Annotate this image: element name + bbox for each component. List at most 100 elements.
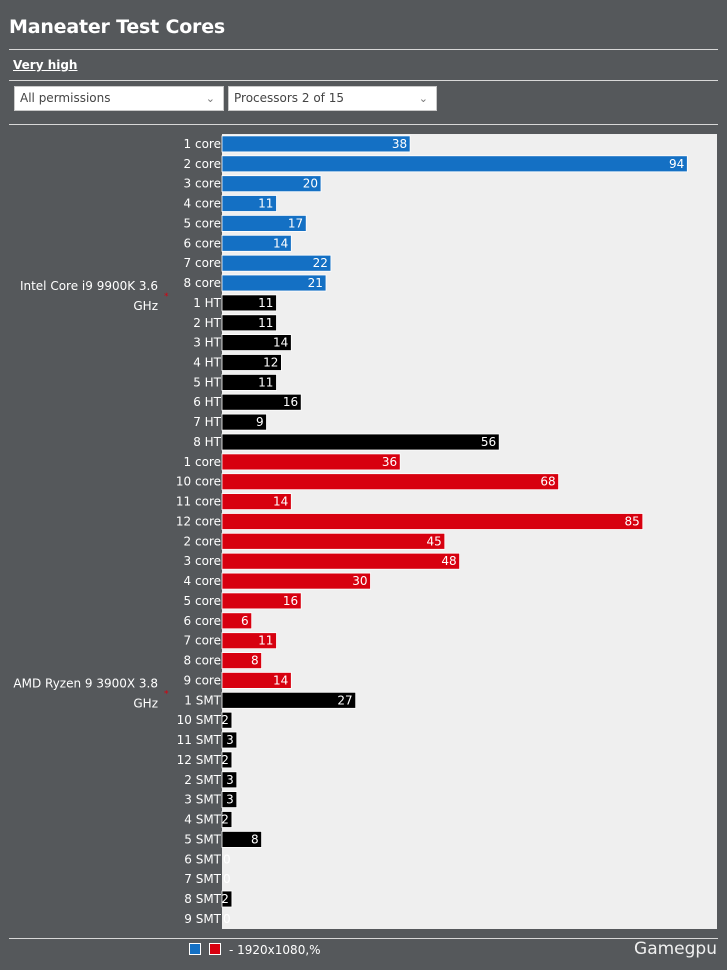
category-label: 9 SMT <box>184 912 221 926</box>
chevron-down-icon: ⌄ <box>418 92 428 105</box>
data-label: 14 <box>273 336 288 350</box>
category-label: 7 SMT <box>184 872 221 886</box>
bar <box>221 195 277 212</box>
data-label: 2 <box>221 753 229 767</box>
data-label: 3 <box>226 793 234 807</box>
data-label: 11 <box>258 634 273 648</box>
category-label: 10 SMT <box>177 713 222 727</box>
data-label: 9 <box>256 415 264 429</box>
data-label: 48 <box>441 554 456 568</box>
data-label: 38 <box>392 137 407 151</box>
category-label: 3 core <box>184 177 221 191</box>
bar <box>221 314 277 332</box>
bar <box>221 473 560 491</box>
data-label: 36 <box>382 455 397 469</box>
category-label: 6 SMT <box>184 852 221 866</box>
bar <box>221 751 233 769</box>
title-divider <box>9 49 718 50</box>
bar <box>221 214 307 232</box>
category-label: 6 HT <box>193 395 221 409</box>
category-label: 7 core <box>184 256 221 270</box>
data-label: 6 <box>241 614 249 628</box>
category-label: 1 HT <box>193 296 221 310</box>
data-label: 0 <box>223 872 231 886</box>
data-label: 0 <box>223 852 231 866</box>
permissions-select[interactable]: All permissions ⌄ <box>14 86 224 111</box>
processors-select[interactable]: Processors 2 of 15 ⌄ <box>228 86 437 111</box>
data-label: 3 <box>226 733 234 747</box>
data-label: 14 <box>273 673 288 687</box>
data-label: 11 <box>258 296 273 310</box>
bar <box>221 791 238 808</box>
bar <box>221 373 277 391</box>
bar <box>221 592 302 610</box>
data-label: 56 <box>481 435 496 449</box>
data-label: 68 <box>540 475 555 489</box>
bar <box>221 234 292 252</box>
legend-swatch-intel <box>189 943 201 955</box>
data-label: 20 <box>303 177 318 191</box>
bar <box>221 811 233 828</box>
category-label: 9 core <box>184 673 221 687</box>
category-label: 2 core <box>184 534 221 548</box>
category-label: 2 HT <box>193 316 221 330</box>
category-label: 3 SMT <box>184 793 221 807</box>
data-label: 21 <box>308 276 323 290</box>
category-label: 1 core <box>184 137 221 151</box>
group-label-continued: GHz <box>133 696 158 710</box>
category-label: 1 core <box>184 455 221 469</box>
bar <box>221 632 277 650</box>
bar <box>221 453 401 471</box>
data-label: 12 <box>263 356 278 370</box>
data-label: 14 <box>273 495 288 509</box>
bar <box>221 274 327 292</box>
category-label: 4 SMT <box>184 813 221 827</box>
category-label: 8 core <box>184 276 221 290</box>
category-label: 11 core <box>176 495 221 509</box>
data-label: 11 <box>258 197 273 211</box>
data-label: 94 <box>669 157 684 171</box>
footer-divider <box>9 938 718 939</box>
legend-text: - 1920x1080,% <box>229 943 321 957</box>
data-label: 45 <box>427 534 442 548</box>
category-label: 3 HT <box>193 336 221 350</box>
data-label: 0 <box>223 912 231 926</box>
bar <box>221 890 233 908</box>
bar <box>221 672 292 689</box>
category-label: 1 SMT <box>184 693 221 707</box>
bar <box>221 652 262 669</box>
bar <box>221 831 262 848</box>
data-label: 16 <box>283 594 298 608</box>
bar <box>221 532 446 550</box>
data-label: 27 <box>337 693 352 707</box>
data-label: 11 <box>258 316 273 330</box>
group-marker-icon: * <box>164 689 169 699</box>
filters-divider <box>9 124 718 125</box>
group-label: Intel Core i9 9900K 3.6 <box>20 279 158 293</box>
category-label: 8 HT <box>193 435 221 449</box>
category-label: 12 core <box>176 515 221 529</box>
group-label-continued: GHz <box>133 299 158 313</box>
category-label: 11 SMT <box>177 733 222 747</box>
data-label: 22 <box>313 256 328 270</box>
bar <box>221 294 277 312</box>
chevron-down-icon: ⌄ <box>205 92 215 105</box>
category-label: 4 core <box>184 574 221 588</box>
bar <box>221 393 302 411</box>
bar <box>221 334 292 352</box>
brand-logo: Gamegpu <box>634 939 717 959</box>
quality-setting-link[interactable]: Very high <box>13 58 78 72</box>
category-label: 12 SMT <box>177 753 222 767</box>
data-label: 2 <box>221 892 229 906</box>
bar <box>221 175 322 193</box>
bar <box>221 552 461 570</box>
category-label: 5 core <box>184 594 221 608</box>
category-label: 10 core <box>176 475 221 489</box>
category-label: 5 core <box>184 216 221 230</box>
group-label: AMD Ryzen 9 3900X 3.8 <box>13 676 158 690</box>
category-label: 7 core <box>184 634 221 648</box>
data-label: 30 <box>352 574 367 588</box>
bar <box>221 413 267 431</box>
category-label: 3 core <box>184 554 221 568</box>
data-label: 85 <box>625 515 640 529</box>
